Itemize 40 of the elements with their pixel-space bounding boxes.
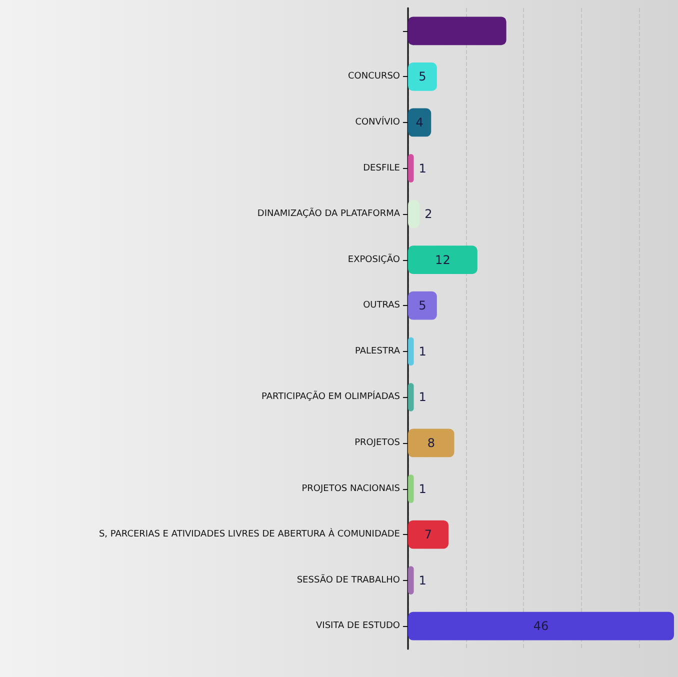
y-tick-label: SESSÃO DE TRABALHO (296, 573, 400, 586)
data-label: 8 (427, 436, 435, 450)
y-tick-label: DESFILE (363, 163, 400, 174)
y-tick-label: DINAMIZAÇÃO DA PLATAFORMA (257, 207, 401, 220)
y-tick-label: S, PARCERIAS E ATIVIDADES LIVRES DE ABERTURA À COMUNIDADE (98, 528, 400, 540)
data-label: 4 (416, 115, 424, 130)
bar (408, 566, 414, 595)
bar (408, 291, 437, 320)
bar (408, 62, 437, 91)
bar (408, 200, 420, 228)
data-label: 1 (418, 482, 426, 496)
data-label: 46 (533, 619, 549, 634)
bar (408, 474, 414, 503)
y-tick-label: OUTRAS (363, 300, 400, 311)
data-label: 5 (418, 70, 426, 84)
bar (408, 337, 414, 366)
data-label: 7 (424, 528, 432, 542)
y-tick-label: PROJETOS (354, 438, 400, 448)
data-label: 1 (418, 390, 426, 404)
data-label: 1 (418, 344, 426, 358)
y-tick-label: CONCURSO (348, 72, 400, 82)
data-label: 2 (424, 207, 432, 222)
data-label: 1 (418, 161, 426, 176)
y-tick-label: PALESTRA (355, 346, 401, 356)
bar (408, 612, 674, 640)
y-tick-label: PARTICIPAÇÃO EM OLIMPÍADAS (262, 390, 400, 402)
y-tick-label: PROJETOS NACIONAIS (302, 484, 400, 494)
y-tick-label: CONVÍVIO (355, 115, 400, 128)
data-label: 12 (435, 252, 450, 267)
y-tick-label: EXPOSIÇÃO (348, 252, 400, 265)
bar (408, 154, 414, 182)
data-label: 5 (418, 298, 426, 313)
bar (408, 246, 478, 274)
data-label: 1 (418, 573, 426, 588)
y-tick-label: VISITA DE ESTUDO (316, 621, 400, 632)
bar (408, 16, 506, 46)
bar (408, 520, 448, 549)
bar (408, 428, 454, 458)
bar (408, 382, 414, 412)
bar (408, 108, 432, 137)
